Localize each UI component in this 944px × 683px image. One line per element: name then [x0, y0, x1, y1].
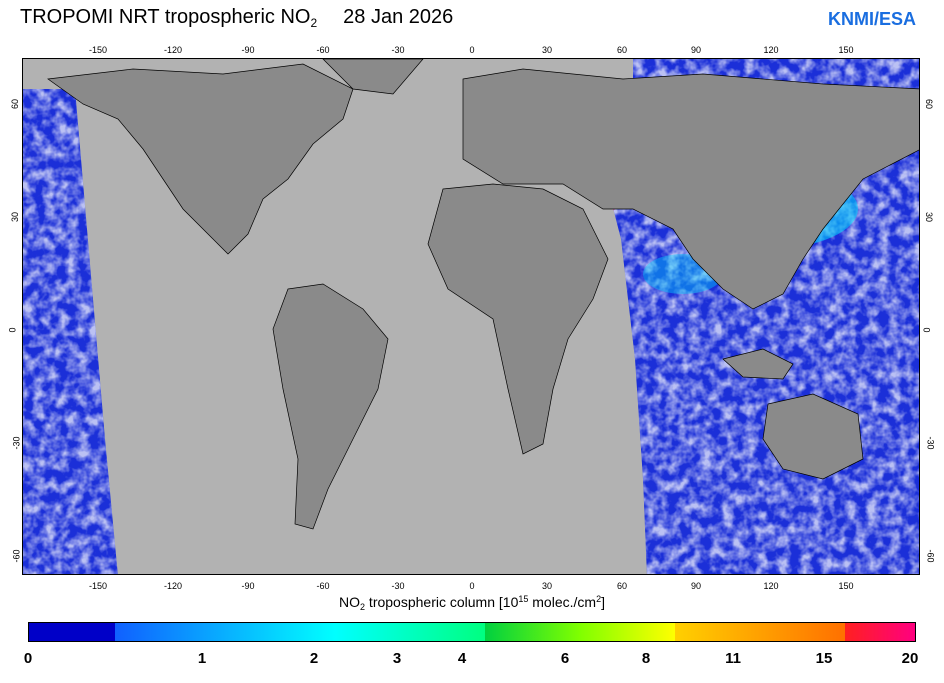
lon-tick-top: -30 — [391, 45, 405, 55]
colorbar-label: 2 — [309, 650, 319, 667]
lat-tick-left: -60 — [11, 549, 22, 563]
lon-tick-top: 150 — [838, 45, 854, 55]
colorbar-label: 4 — [457, 650, 467, 667]
lon-tick-bottom: 90 — [690, 581, 702, 591]
colorbar-label: 0 — [23, 650, 33, 667]
colorbar-label: 8 — [641, 650, 651, 667]
colorbar-label: 11 — [725, 650, 741, 667]
lon-tick-top: -120 — [163, 45, 183, 55]
axis-label-no: NO — [339, 594, 361, 610]
map-title: TROPOMI NRT tropospheric NO2 28 Jan 2026 — [20, 6, 453, 30]
colorbar-label: 1 — [197, 650, 207, 667]
lon-tick-top: 120 — [763, 45, 779, 55]
lat-tick-right: -60 — [925, 549, 936, 563]
org-label: KNMI/ESA — [827, 9, 916, 29]
lat-tick-left: 0 — [7, 327, 18, 333]
lon-tick-top: -150 — [88, 45, 108, 55]
lon-tick-bottom: -90 — [241, 581, 255, 591]
lon-tick-top: 90 — [690, 45, 702, 55]
lat-tick-left: 30 — [10, 211, 21, 223]
colorbar-label: 6 — [560, 650, 570, 667]
colorbar-segment — [115, 623, 335, 641]
lat-tick-right: 60 — [924, 98, 935, 110]
colorbar-label: 15 — [815, 650, 833, 667]
lon-tick-bottom: 0 — [469, 581, 475, 591]
axis-label-mid: tropospheric column [10 — [365, 594, 519, 610]
axis-label-exp: 15 — [518, 594, 529, 604]
map-panel — [22, 58, 920, 575]
colorbar-axis-label: NO2 tropospheric column [1015 molec./cm2… — [0, 594, 944, 612]
axis-label-end: ] — [601, 594, 605, 610]
colorbar — [28, 622, 916, 642]
lon-tick-bottom: -60 — [316, 581, 330, 591]
title-date: 28 Jan 2026 — [343, 6, 454, 28]
colorbar-label: 3 — [392, 650, 402, 667]
landmasses — [47, 59, 919, 530]
lat-tick-right: 0 — [921, 327, 932, 333]
axis-label-unit: molec./cm — [528, 594, 597, 610]
lat-tick-right: 30 — [924, 211, 935, 223]
colorbar-label: 20 — [901, 650, 919, 667]
lon-tick-top: -90 — [241, 45, 255, 55]
lon-tick-top: -60 — [316, 45, 330, 55]
lon-tick-bottom: 60 — [616, 581, 628, 591]
lon-tick-bottom: 150 — [838, 581, 854, 591]
colorbar-segment — [335, 623, 485, 641]
lon-tick-bottom: -150 — [88, 581, 108, 591]
lat-tick-left: -30 — [11, 436, 22, 450]
axis-label-unit-exp: 2 — [596, 594, 602, 604]
title-main: TROPOMI NRT tropospheric NO — [20, 6, 311, 28]
axis-label-sub: 2 — [360, 602, 366, 612]
title-subscript: 2 — [310, 16, 318, 30]
lon-tick-top: 30 — [541, 45, 553, 55]
lon-tick-top: 60 — [616, 45, 628, 55]
lon-tick-bottom: -30 — [391, 581, 405, 591]
lon-tick-bottom: 120 — [763, 581, 779, 591]
lon-tick-top: 0 — [469, 45, 475, 55]
colorbar-segment — [675, 623, 845, 641]
lat-tick-right: -30 — [925, 436, 936, 450]
lon-tick-bottom: 30 — [541, 581, 553, 591]
no2-map — [23, 59, 919, 574]
lon-tick-bottom: -120 — [163, 581, 183, 591]
colorbar-segment — [485, 623, 675, 641]
lat-tick-left: 60 — [10, 98, 21, 110]
colorbar-segment — [29, 623, 115, 641]
colorbar-segment — [845, 623, 915, 641]
